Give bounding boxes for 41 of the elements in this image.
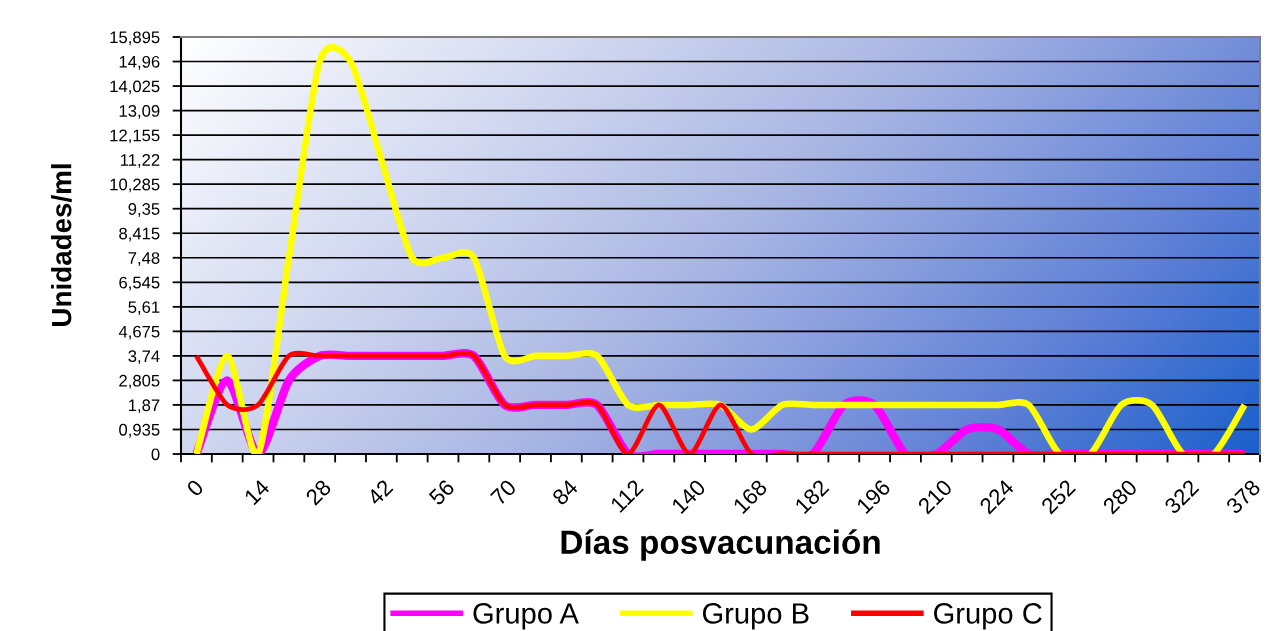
x-tick-label: 14: [243, 478, 271, 506]
y-tick-label: 14,96: [119, 55, 160, 70]
x-tick-label: 28: [304, 478, 332, 506]
y-tick-label: 6,545: [119, 276, 160, 291]
y-tick-label: 15,895: [110, 31, 160, 46]
y-tick-label: 14,025: [110, 80, 160, 95]
y-tick-label: 0,935: [119, 423, 160, 438]
legend-label: Grupo A: [473, 603, 579, 630]
legend-label: Grupo C: [934, 603, 1042, 630]
x-tick-label: 196: [855, 478, 892, 515]
y-tick-label: 13,09: [119, 104, 160, 119]
x-tick-label: 84: [551, 478, 579, 506]
x-tick-label: 70: [489, 478, 518, 506]
y-tick-label: 0: [151, 448, 160, 461]
y-tick-label: 4,675: [118, 325, 160, 340]
x-tick-label: 168: [732, 478, 768, 515]
y-tick-label: 10,285: [110, 178, 160, 193]
x-tick-label: 42: [366, 478, 394, 507]
y-tick-label: 9,35: [128, 203, 160, 217]
y-tick-label: 12,155: [110, 129, 160, 144]
y-tick-label: 5,61: [128, 301, 160, 315]
y-tick-label: 8,415: [119, 227, 160, 242]
legend-label: Grupo B: [702, 603, 809, 630]
x-tick-label: 0: [185, 478, 205, 498]
x-tick-label: 322: [1163, 478, 1200, 515]
x-tick-label: 182: [794, 478, 830, 515]
y-tick-label: 2,805: [119, 374, 160, 389]
y-tick-label: 3,74: [128, 350, 160, 365]
x-axis-title: Días posvacunación: [561, 529, 880, 561]
y-tick-label: 1,87: [129, 399, 160, 414]
x-tick-label: 56: [428, 478, 456, 506]
y-tick-label: 7,48: [128, 252, 160, 266]
x-tick-label: 140: [670, 478, 707, 515]
x-tick-label: 112: [609, 478, 644, 513]
x-tick-label: 252: [1040, 478, 1077, 515]
x-tick-label: 280: [1102, 478, 1138, 515]
y-axis-title: Unidades/ml: [51, 164, 72, 326]
x-tick-label: 378: [1225, 478, 1262, 515]
x-tick-label: 210: [917, 478, 954, 515]
x-tick-label: 224: [978, 478, 1015, 515]
y-tick-label: 11,22: [120, 154, 160, 168]
